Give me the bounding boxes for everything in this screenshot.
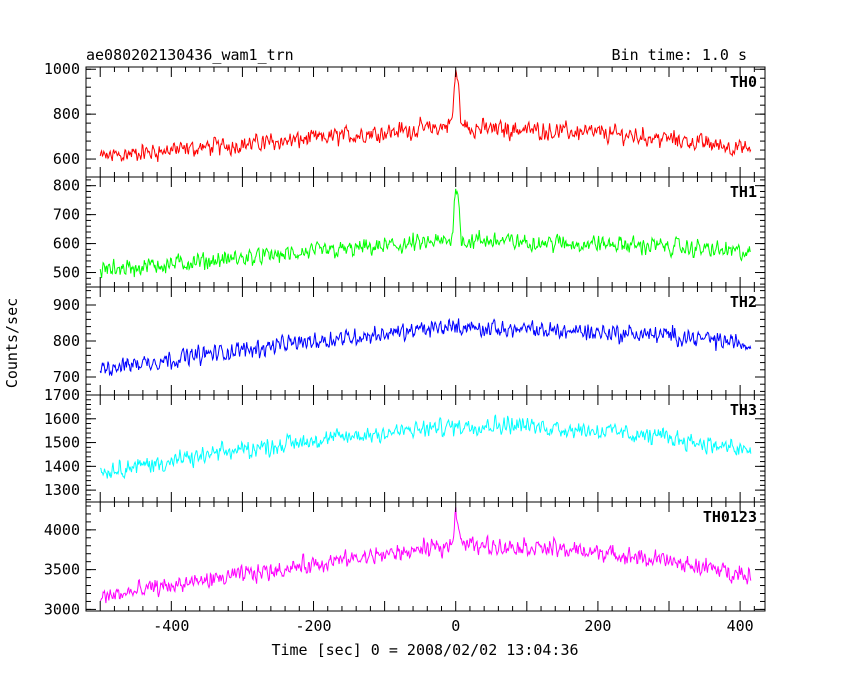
y-tick-label: 1000 <box>44 60 80 78</box>
y-tick-label: 700 <box>53 206 80 224</box>
y-tick-label: 1500 <box>44 434 80 452</box>
y-tick-label: 3500 <box>44 561 80 579</box>
panel-th3: 1300 1400 1500 1600 1700 TH3 <box>44 386 766 503</box>
panel-label: TH0 <box>730 73 757 91</box>
series-line-th0123 <box>99 507 752 604</box>
y-tick-label: 800 <box>53 105 80 123</box>
panel-frame <box>85 501 766 612</box>
panel-frame <box>85 176 766 288</box>
y-tick-label: 800 <box>53 177 80 195</box>
series-line-th0 <box>99 69 752 163</box>
y-tick-label: 4000 <box>44 521 80 539</box>
panel-frame <box>85 394 766 503</box>
panel-label: TH1 <box>730 183 757 201</box>
y-tick-label: 800 <box>53 332 80 350</box>
panel-label: TH3 <box>730 401 757 419</box>
x-tick-labels: -400 -200 0 200 400 <box>153 617 753 635</box>
panel-th0: 600 800 1000 TH0 <box>44 60 766 178</box>
y-tick-label: 900 <box>53 296 80 314</box>
y-tick-label: 600 <box>53 150 80 168</box>
y-axis-label: Counts/sec <box>3 298 21 388</box>
series-line-th1 <box>99 188 751 279</box>
panel-th1: 500 600 700 800 TH1 <box>53 176 766 288</box>
panel-label: TH0123 <box>703 508 757 526</box>
series-line-th2 <box>99 318 752 377</box>
panel-label: TH2 <box>730 293 757 311</box>
x-tick-label: -400 <box>153 617 189 635</box>
x-tick-label: 200 <box>584 617 611 635</box>
x-tick-label: 400 <box>727 617 754 635</box>
series-line-th3 <box>100 414 752 480</box>
x-tick-label: 0 <box>451 617 460 635</box>
panel-th0123: 3000 3500 4000 TH0123 <box>44 501 766 618</box>
panels-group: 600 800 1000 TH0 500 600 700 800 TH1 700 800 900 TH2… <box>44 60 766 618</box>
x-axis-label: Time [sec] 0 = 2008/02/02 13:04:36 <box>271 641 578 659</box>
x-tick-label: -200 <box>295 617 331 635</box>
y-tick-label: 500 <box>53 264 80 282</box>
y-tick-label: 1300 <box>44 481 80 499</box>
panel-th2: 700 800 900 TH2 <box>53 286 766 396</box>
chart-title: ae080202130436_wam1_trn <box>86 46 294 64</box>
y-tick-label: 1600 <box>44 410 80 428</box>
y-tick-label: 1400 <box>44 457 80 475</box>
panel-frame <box>85 286 766 396</box>
y-tick-label: 1700 <box>44 386 80 404</box>
chart-subtitle: Bin time: 1.0 s <box>612 46 747 64</box>
y-tick-label: 600 <box>53 235 80 253</box>
panel-frame <box>85 66 766 178</box>
y-tick-label: 3000 <box>44 600 80 618</box>
y-tick-label: 700 <box>53 368 80 386</box>
